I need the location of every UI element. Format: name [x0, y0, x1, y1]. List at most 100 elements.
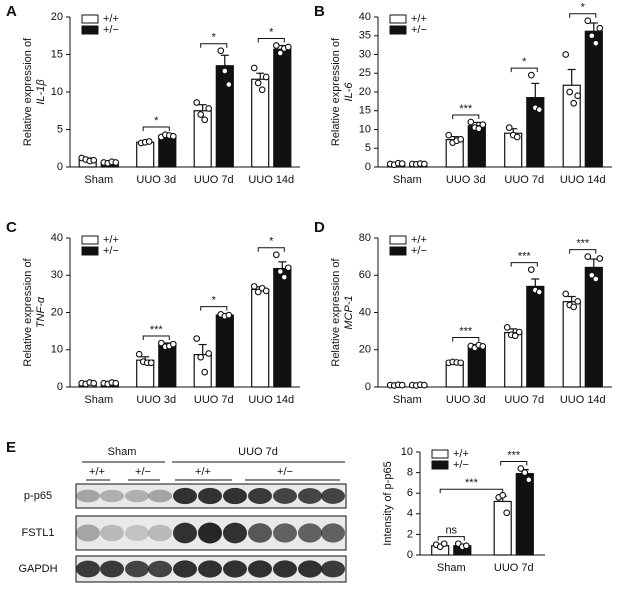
data-point: [467, 118, 475, 126]
y-axis-label: IL-1β: [35, 79, 47, 105]
blot-band: [273, 523, 297, 543]
data-point: [503, 324, 511, 331]
legend-swatch: [81, 235, 99, 245]
data-point: [457, 135, 465, 143]
y-tick-label: 15: [51, 48, 63, 60]
legend-label: +/−: [453, 459, 469, 471]
blot-band: [125, 489, 149, 503]
blot-band: [100, 560, 124, 578]
panel-letter: E: [6, 439, 16, 456]
panel-letter: D: [314, 219, 325, 236]
blot-band: [148, 489, 172, 503]
data-point: [398, 381, 406, 389]
data-point: [479, 121, 487, 128]
y-axis-label: IL-6: [343, 82, 355, 102]
y-tick-label: 20: [359, 344, 371, 356]
y-tick-label: 0: [365, 381, 371, 393]
x-tick-label: Sham: [393, 174, 422, 186]
x-tick-label: UUO 7d: [194, 174, 234, 186]
y-tick-label: 8: [407, 467, 413, 479]
bar: [504, 332, 523, 388]
y-tick-label: 5: [57, 123, 63, 135]
significance-bracket: [569, 13, 597, 18]
genotype-label: +/+: [195, 466, 211, 478]
y-tick-label: 80: [359, 232, 371, 244]
significance-bracket: [200, 306, 228, 311]
data-point: [535, 106, 543, 113]
data-point: [592, 275, 600, 283]
bar: [584, 266, 603, 388]
panel-letter: C: [6, 219, 17, 236]
genotype-label: +/−: [135, 466, 151, 478]
bar: [562, 301, 581, 388]
data-point: [505, 124, 513, 131]
significance-bracket: [257, 247, 285, 252]
western-blot: Sham UUO 7d +/+ +/− +/+ +/− p-p65 FSTL1 GAPDH: [18, 446, 347, 583]
x-tick-label: UUO 7d: [504, 174, 544, 186]
data-point: [475, 125, 483, 133]
data-point: [398, 160, 406, 167]
data-point: [527, 266, 535, 274]
data-point: [596, 255, 604, 262]
significance-bracket: [437, 536, 465, 541]
blot-row-label: p-p65: [24, 490, 52, 502]
data-point: [276, 49, 284, 57]
y-tick-label: 5: [365, 142, 371, 154]
significance-bracket: [510, 67, 538, 73]
blot-band: [100, 489, 124, 503]
y-tick-label: 30: [359, 48, 371, 60]
blot-band: [248, 488, 272, 504]
blot-band: [273, 488, 297, 504]
blot-band: [76, 560, 100, 578]
y-tick-label: 25: [359, 67, 371, 79]
y-tick-label: 60: [359, 269, 371, 281]
blot-group-label: Sham: [108, 446, 137, 458]
y-tick-label: 10: [51, 344, 63, 356]
y-tick-label: 0: [407, 549, 413, 561]
bar: [526, 285, 545, 388]
data-point: [584, 253, 592, 260]
data-point: [193, 335, 201, 342]
data-point: [201, 116, 209, 124]
bar: [273, 48, 292, 168]
significance-label: *: [269, 26, 274, 38]
legend-swatch: [389, 25, 407, 35]
bar: [467, 125, 486, 168]
data-point: [596, 24, 604, 32]
data-point: [262, 73, 270, 81]
y-axis-label: Relative expression of: [330, 37, 342, 146]
data-point: [462, 542, 470, 550]
y-tick-label: 0: [365, 161, 371, 173]
significance-label: *: [581, 2, 586, 14]
data-point: [169, 340, 177, 348]
blot-band: [198, 522, 222, 544]
blot-band: [298, 523, 322, 543]
y-tick-label: 30: [51, 269, 63, 281]
data-point: [145, 138, 153, 145]
blot-band: [248, 523, 272, 543]
data-point: [525, 476, 533, 484]
blot-row-label: FSTL1: [21, 527, 54, 539]
data-point: [225, 81, 233, 88]
panel-letter: A: [6, 3, 17, 20]
blot-band: [173, 522, 197, 544]
data-point: [112, 159, 120, 166]
data-point: [217, 47, 225, 55]
y-tick-label: 20: [51, 11, 63, 23]
bar: [215, 65, 234, 168]
data-point: [90, 379, 98, 387]
x-tick-label: UUO 3d: [446, 394, 486, 406]
blot-band: [248, 560, 272, 578]
x-tick-label: Sham: [437, 562, 466, 574]
x-tick-label: UUO 14d: [560, 174, 606, 186]
x-tick-label: UUO 7d: [494, 562, 534, 574]
genotype-label: +/+: [89, 466, 105, 478]
data-point: [503, 509, 511, 517]
comparison-label: ***: [465, 477, 479, 489]
data-point: [511, 332, 519, 340]
data-point: [515, 328, 523, 336]
bar: [584, 30, 603, 168]
data-point: [205, 350, 213, 357]
legend-swatch: [389, 246, 407, 256]
